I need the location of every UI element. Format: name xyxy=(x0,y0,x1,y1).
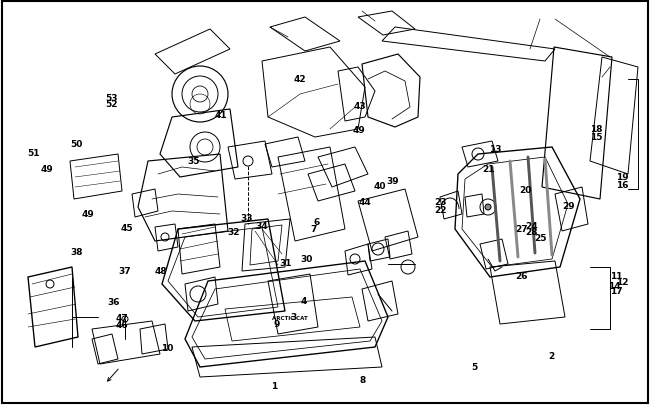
Text: 26: 26 xyxy=(515,272,528,281)
Text: 37: 37 xyxy=(118,266,131,275)
Text: 41: 41 xyxy=(214,111,227,120)
Text: 46: 46 xyxy=(116,320,129,329)
Text: 9: 9 xyxy=(273,320,280,328)
Text: 32: 32 xyxy=(227,227,240,236)
Text: 13: 13 xyxy=(489,145,502,153)
Text: 44: 44 xyxy=(359,197,372,206)
Text: 50: 50 xyxy=(70,139,83,148)
Text: 36: 36 xyxy=(107,297,120,306)
Text: 16: 16 xyxy=(616,181,629,190)
Text: ARCTIC CAT: ARCTIC CAT xyxy=(272,315,308,320)
Text: 49: 49 xyxy=(352,126,365,135)
Text: 1: 1 xyxy=(271,381,278,390)
Text: 30: 30 xyxy=(300,254,313,263)
Circle shape xyxy=(485,205,491,211)
Text: 51: 51 xyxy=(27,149,40,158)
Text: 4: 4 xyxy=(301,296,307,305)
Text: 7: 7 xyxy=(311,224,317,233)
Text: 20: 20 xyxy=(519,185,532,194)
Text: 48: 48 xyxy=(155,266,168,275)
Text: 2: 2 xyxy=(548,351,554,360)
Text: 19: 19 xyxy=(616,173,629,182)
Text: 40: 40 xyxy=(374,182,387,191)
Text: 11: 11 xyxy=(610,271,623,280)
Text: 15: 15 xyxy=(590,132,603,141)
Text: 24: 24 xyxy=(525,222,538,230)
Text: 28: 28 xyxy=(525,227,538,236)
Text: 25: 25 xyxy=(534,234,547,243)
Text: 53: 53 xyxy=(105,94,118,102)
Text: 6: 6 xyxy=(313,217,320,226)
Text: 43: 43 xyxy=(354,102,367,111)
Text: 42: 42 xyxy=(294,75,307,83)
Text: 17: 17 xyxy=(610,286,623,295)
Text: 23: 23 xyxy=(434,197,447,206)
Text: 14: 14 xyxy=(608,281,621,290)
Text: 47: 47 xyxy=(116,313,129,322)
Text: 39: 39 xyxy=(386,177,399,186)
Text: 31: 31 xyxy=(280,258,292,267)
Text: 21: 21 xyxy=(482,165,495,174)
Text: 22: 22 xyxy=(434,205,447,214)
Text: 33: 33 xyxy=(240,213,254,222)
Text: 5: 5 xyxy=(471,362,478,371)
Text: 45: 45 xyxy=(120,223,133,232)
Text: 29: 29 xyxy=(562,201,575,210)
Text: 10: 10 xyxy=(161,343,174,352)
Text: 8: 8 xyxy=(359,375,366,384)
Text: 49: 49 xyxy=(40,165,53,174)
Text: 35: 35 xyxy=(187,157,200,166)
Text: 18: 18 xyxy=(590,124,603,133)
Text: 52: 52 xyxy=(105,100,118,109)
Text: 12: 12 xyxy=(616,277,629,286)
Text: 34: 34 xyxy=(255,222,268,230)
Text: 49: 49 xyxy=(81,209,94,218)
Text: 3: 3 xyxy=(291,312,297,321)
Text: 38: 38 xyxy=(70,247,83,256)
Text: 27: 27 xyxy=(515,224,528,233)
